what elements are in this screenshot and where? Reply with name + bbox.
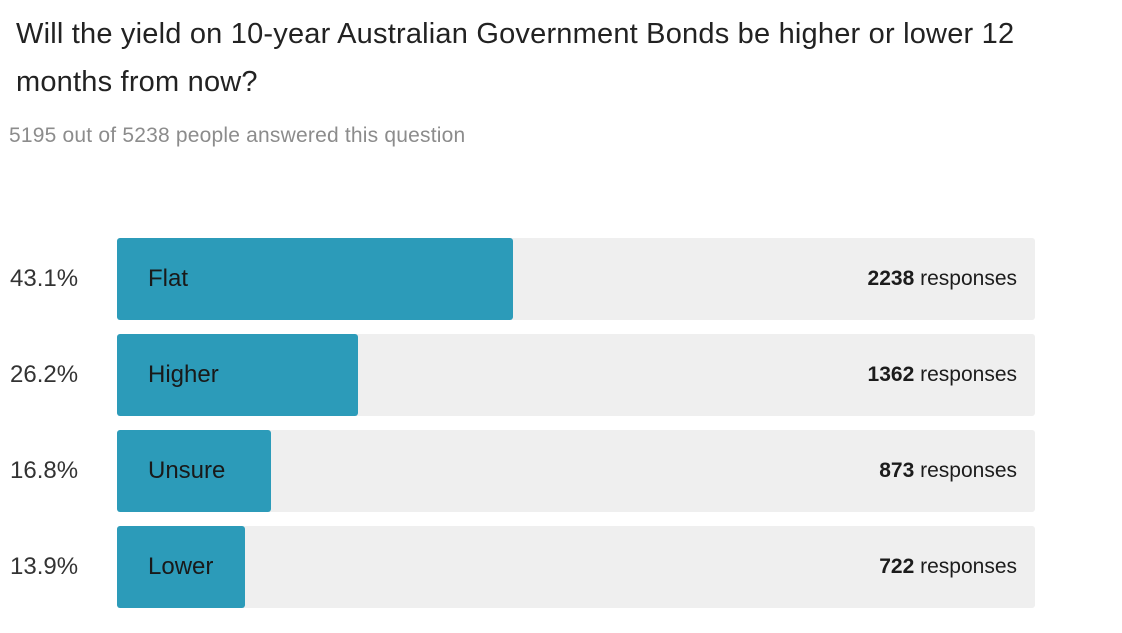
responses-label: 722 responses bbox=[879, 555, 1017, 579]
bar-track: Higher 1362 responses bbox=[117, 334, 1035, 416]
poll-row-lower: 13.9% Lower 722 responses bbox=[0, 526, 1122, 608]
responses-label: 873 responses bbox=[879, 459, 1017, 483]
responses-word: responses bbox=[920, 459, 1017, 482]
responses-count: 1362 bbox=[867, 363, 915, 386]
bar-fill bbox=[117, 526, 245, 608]
percent-label: 43.1% bbox=[10, 265, 79, 292]
option-label: Higher bbox=[148, 361, 219, 388]
bar-track: Flat 2238 responses bbox=[117, 238, 1035, 320]
bar-track: Unsure 873 responses bbox=[117, 430, 1035, 512]
percent-label: 16.8% bbox=[10, 457, 79, 484]
poll-row-flat: 43.1% Flat 2238 responses bbox=[0, 238, 1122, 320]
responses-word: responses bbox=[920, 555, 1017, 578]
bar-fill bbox=[117, 430, 272, 512]
poll-row-unsure: 16.8% Unsure 873 responses bbox=[0, 430, 1122, 512]
poll-results-chart: 43.1% Flat 2238 responses 26.2% Higher 1… bbox=[0, 238, 1122, 622]
responses-word: responses bbox=[920, 267, 1017, 290]
percent-label: 13.9% bbox=[10, 553, 79, 580]
poll-row-higher: 26.2% Higher 1362 responses bbox=[0, 334, 1122, 416]
responses-count: 722 bbox=[879, 555, 915, 578]
bar-fill bbox=[117, 334, 358, 416]
responses-count: 2238 bbox=[867, 267, 915, 290]
responses-label: 1362 responses bbox=[868, 363, 1017, 387]
answered-count-text: 5195 out of 5238 people answered this qu… bbox=[9, 124, 466, 147]
option-label: Flat bbox=[148, 265, 189, 292]
option-label: Lower bbox=[148, 553, 214, 580]
option-label: Unsure bbox=[148, 457, 226, 484]
responses-label: 2238 responses bbox=[868, 267, 1017, 291]
bar-track: Lower 722 responses bbox=[117, 526, 1035, 608]
bar-fill bbox=[117, 238, 513, 320]
question-title: Will the yield on 10-year Australian Gov… bbox=[16, 18, 1015, 98]
responses-word: responses bbox=[920, 363, 1017, 386]
percent-label: 26.2% bbox=[10, 361, 79, 388]
responses-count: 873 bbox=[879, 459, 915, 482]
